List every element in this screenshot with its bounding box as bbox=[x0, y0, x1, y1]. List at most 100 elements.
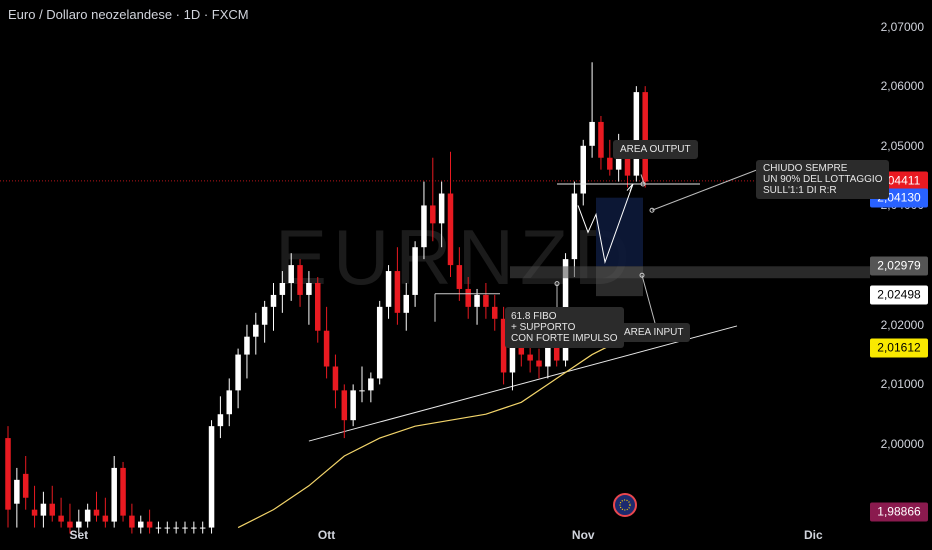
candle-body bbox=[146, 521, 153, 528]
candle-body bbox=[465, 288, 471, 307]
anchor-dot bbox=[639, 272, 645, 278]
closing-note-line-1: CHIUDO SEMPRE bbox=[763, 163, 848, 174]
connector-input bbox=[641, 275, 656, 324]
closing-note: CHIUDO SEMPRE UN 90% DEL LOTTAGGIO SULL'… bbox=[756, 160, 890, 199]
anchor-dot bbox=[554, 281, 560, 287]
candle-body bbox=[14, 479, 20, 504]
trendline bbox=[308, 325, 738, 442]
anchor-dot bbox=[649, 207, 655, 213]
candle-body bbox=[492, 306, 498, 319]
candle-body bbox=[589, 121, 595, 146]
candle-body bbox=[438, 193, 445, 224]
candle-body bbox=[527, 354, 533, 361]
risk-box bbox=[596, 197, 643, 267]
candle-body bbox=[253, 324, 259, 337]
candle-body bbox=[129, 515, 135, 528]
candle-body bbox=[173, 527, 179, 529]
area-input-label: AREA INPUT bbox=[617, 323, 691, 342]
chart-title: Euro / Dollaro neozelandese · 1D · FXCM bbox=[8, 7, 249, 22]
candle-body bbox=[376, 306, 383, 379]
candle-body bbox=[403, 294, 409, 313]
candle-body bbox=[31, 509, 38, 516]
price-tick-label: 2,02000 bbox=[880, 317, 924, 332]
stop-box bbox=[596, 266, 643, 297]
candle-body bbox=[509, 336, 516, 373]
candle-body bbox=[615, 157, 622, 170]
candle-body bbox=[182, 527, 188, 529]
candle-body bbox=[545, 342, 551, 367]
candle-body bbox=[385, 271, 392, 307]
projected-arrow bbox=[626, 183, 634, 192]
candle-body bbox=[217, 414, 224, 427]
fibo-note-line-2: + SUPPORTO bbox=[511, 322, 576, 333]
price-tick-label: 2,06000 bbox=[880, 79, 924, 94]
candle-body bbox=[288, 265, 294, 283]
candle-body bbox=[111, 467, 117, 522]
price-badge: 2,02979 bbox=[870, 256, 928, 276]
candle-body bbox=[5, 438, 11, 510]
candle-body bbox=[244, 336, 250, 355]
candle-body bbox=[297, 265, 303, 295]
event-icon-stars bbox=[619, 499, 631, 511]
candle-body bbox=[633, 92, 640, 176]
candle-body bbox=[208, 426, 215, 528]
projected-path bbox=[577, 183, 634, 265]
candle-body bbox=[642, 92, 648, 182]
area-output-label: AREA OUTPUT bbox=[613, 140, 698, 159]
price-tick-label: 2,05000 bbox=[880, 138, 924, 153]
candle-body bbox=[571, 193, 578, 260]
fibo-note-line-3: CON FORTE IMPULSO bbox=[511, 333, 618, 344]
price-tick-label: 2,07000 bbox=[880, 19, 924, 34]
candle-body bbox=[261, 306, 268, 325]
price-tick-label: 2,01000 bbox=[880, 377, 924, 392]
candle-body bbox=[191, 527, 197, 529]
candle-body bbox=[67, 521, 73, 528]
fibo-note-line-1: 61.8 FIBO bbox=[511, 311, 557, 322]
candle-body bbox=[421, 205, 427, 248]
candle-body bbox=[199, 527, 206, 529]
candle-body bbox=[315, 282, 321, 331]
time-tick-label: Dic bbox=[804, 528, 823, 542]
candle-body bbox=[332, 366, 339, 391]
candle-body bbox=[350, 390, 356, 421]
candle-body bbox=[447, 193, 454, 266]
price-tick-label: 2,00000 bbox=[880, 437, 924, 452]
candle-body bbox=[138, 521, 144, 528]
candle-body bbox=[270, 294, 277, 307]
candle-body bbox=[102, 515, 109, 522]
candle-body bbox=[40, 503, 47, 516]
candle-body bbox=[226, 390, 232, 415]
candle-body bbox=[553, 342, 560, 361]
candle-body bbox=[359, 390, 365, 392]
price-badge: 2,02498 bbox=[870, 285, 928, 305]
time-tick-label: Nov bbox=[571, 528, 595, 542]
closing-note-line-3: SULL'1:1 DI R:R bbox=[763, 185, 837, 196]
candle-body bbox=[430, 205, 436, 224]
candle-body bbox=[580, 145, 586, 194]
fibo-note: 61.8 FIBO + SUPPORTO CON FORTE IMPULSO bbox=[505, 307, 624, 348]
candle-body bbox=[155, 527, 162, 529]
time-tick-label: Ott bbox=[317, 528, 336, 542]
closing-note-line-2: UN 90% DEL LOTTAGGIO bbox=[763, 174, 883, 185]
candle-body bbox=[235, 354, 241, 391]
candle-body bbox=[93, 509, 100, 516]
candle-body bbox=[341, 390, 348, 421]
candle-body bbox=[368, 378, 374, 391]
moving-average-line bbox=[237, 336, 628, 529]
candle-body bbox=[500, 318, 507, 373]
candle-body bbox=[598, 121, 604, 158]
candle-body bbox=[412, 247, 418, 295]
candle-body bbox=[164, 527, 171, 529]
candle-body bbox=[22, 473, 29, 498]
candle-body bbox=[456, 265, 463, 289]
candle-body bbox=[76, 521, 82, 528]
time-tick-label: Set bbox=[69, 528, 89, 542]
anchor-dot bbox=[640, 181, 646, 187]
candle-body bbox=[323, 330, 330, 367]
candle-body bbox=[394, 271, 401, 313]
candle-body bbox=[607, 157, 613, 170]
candle-body bbox=[474, 294, 480, 307]
candle-body bbox=[120, 467, 126, 516]
